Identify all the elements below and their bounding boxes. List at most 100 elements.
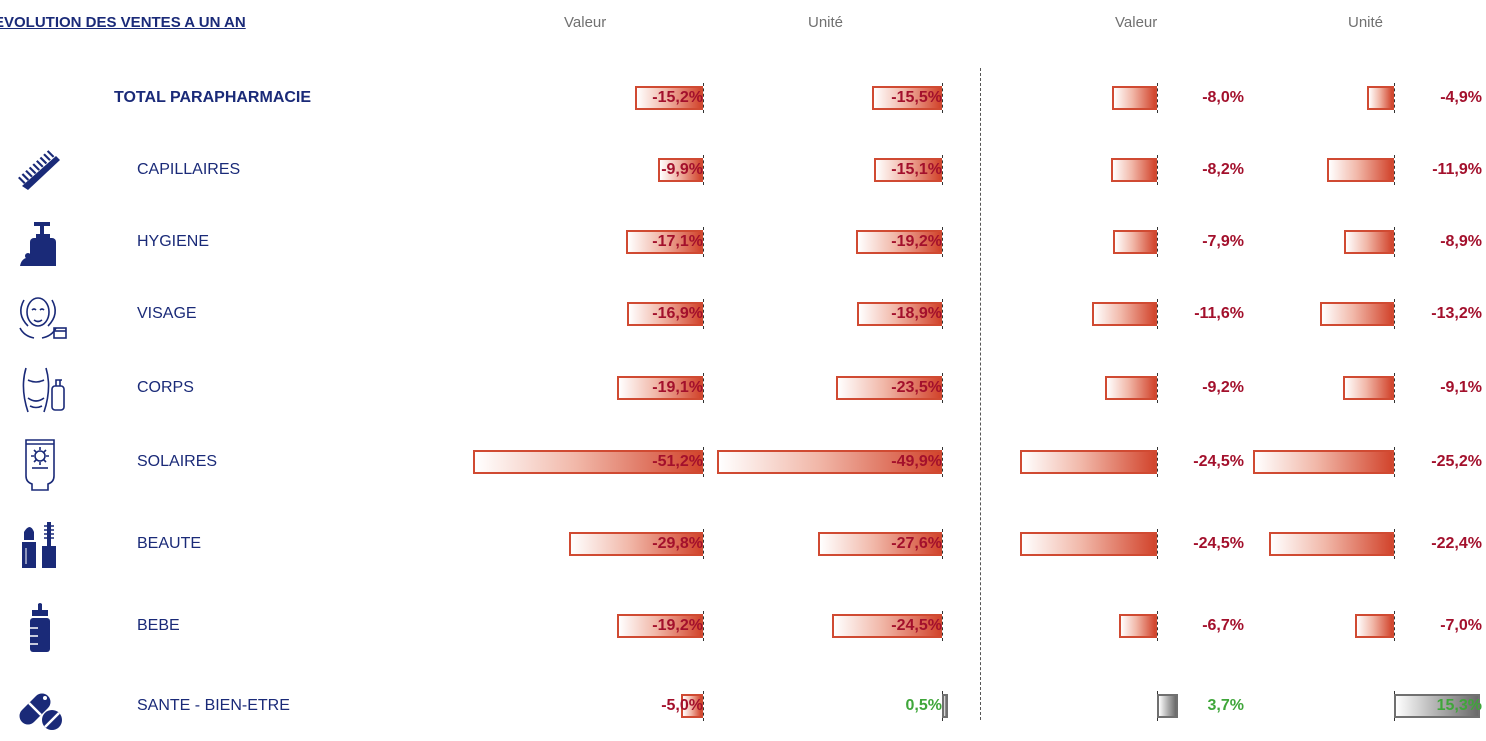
bar xyxy=(1344,230,1394,254)
bar xyxy=(1019,532,1157,556)
data-label: -29,8% xyxy=(652,535,703,552)
zero-line xyxy=(703,227,704,257)
zero-line xyxy=(1157,155,1158,185)
comb-icon xyxy=(12,144,68,200)
zero-line xyxy=(1394,227,1395,257)
data-label: -25,2% xyxy=(1431,453,1482,470)
data-label: -22,4% xyxy=(1431,535,1482,552)
bar xyxy=(1112,230,1157,254)
zero-line xyxy=(942,611,943,641)
face-cream-icon xyxy=(12,288,68,344)
body-lotion-icon xyxy=(12,362,68,418)
data-label: -11,6% xyxy=(1194,305,1244,322)
data-label: -6,7% xyxy=(1202,617,1244,634)
data-label: -18,9% xyxy=(891,305,942,322)
zero-line xyxy=(703,373,704,403)
bar xyxy=(874,158,942,182)
zero-line xyxy=(1394,447,1395,477)
data-label: -15,2% xyxy=(652,89,703,106)
category-label: SANTE - BIEN-ETRE xyxy=(137,697,290,714)
group-separator xyxy=(980,68,981,720)
data-label: -8,0% xyxy=(1202,89,1244,106)
zero-line xyxy=(942,299,943,329)
bar xyxy=(1105,376,1157,400)
zero-line xyxy=(1157,447,1158,477)
data-label: -11,9% xyxy=(1432,161,1482,178)
bar xyxy=(472,450,703,474)
data-label: -5,0% xyxy=(661,697,703,714)
bar xyxy=(658,158,703,182)
bar xyxy=(617,376,703,400)
column-header-unite-2: Unité xyxy=(1348,14,1384,31)
data-label: -13,2% xyxy=(1431,305,1482,322)
bar xyxy=(1268,532,1394,556)
category-label: SOLAIRES xyxy=(137,453,218,470)
baby-bottle-icon xyxy=(12,600,68,656)
data-label: -8,2% xyxy=(1202,161,1244,178)
zero-line xyxy=(942,529,943,559)
soap-dispenser-icon xyxy=(12,216,68,272)
bar xyxy=(1327,158,1394,182)
data-label: -17,1% xyxy=(652,233,703,250)
bar xyxy=(634,86,703,110)
bar xyxy=(1092,302,1157,326)
data-label: -4,9% xyxy=(1440,89,1482,106)
bar xyxy=(717,450,942,474)
data-label: -9,1% xyxy=(1440,379,1482,396)
category-label: CORPS xyxy=(137,379,194,396)
bar xyxy=(1252,450,1394,474)
category-label: VISAGE xyxy=(137,305,197,322)
category-label: HYGIENE xyxy=(137,233,210,250)
data-label: -51,2% xyxy=(652,453,703,470)
zero-line xyxy=(703,299,704,329)
data-label: -23,5% xyxy=(891,379,942,396)
column-header-valeur-1: Valeur xyxy=(564,14,607,31)
data-label: -9,2% xyxy=(1202,379,1244,396)
data-label: -49,9% xyxy=(891,453,942,470)
data-label: 3,7% xyxy=(1207,697,1244,714)
bar xyxy=(1366,86,1394,110)
zero-line xyxy=(703,155,704,185)
zero-line xyxy=(1157,529,1158,559)
zero-line xyxy=(942,447,943,477)
zero-line xyxy=(1157,611,1158,641)
data-label: -24,5% xyxy=(1193,453,1244,470)
category-label: BEAUTE xyxy=(137,535,202,552)
data-label: -16,9% xyxy=(652,305,703,322)
zero-line xyxy=(1157,299,1158,329)
zero-line xyxy=(1394,529,1395,559)
bar xyxy=(831,614,942,638)
bar xyxy=(680,694,703,718)
category-label: TOTAL PARAPHARMACIE xyxy=(114,89,312,106)
data-label: -15,1% xyxy=(891,161,942,178)
zero-line xyxy=(703,691,704,721)
zero-line xyxy=(942,227,943,257)
bar xyxy=(942,694,948,718)
column-header-valeur-2: Valeur xyxy=(1115,14,1158,31)
bar xyxy=(1112,86,1157,110)
bar xyxy=(616,614,703,638)
zero-line xyxy=(1157,83,1158,113)
bar xyxy=(626,230,703,254)
sunscreen-icon xyxy=(12,436,68,492)
zero-line xyxy=(703,529,704,559)
zero-line xyxy=(1394,155,1395,185)
bar xyxy=(872,86,942,110)
zero-line xyxy=(942,155,943,185)
zero-line xyxy=(942,83,943,113)
bar xyxy=(1354,614,1394,638)
bar xyxy=(1157,694,1178,718)
bar xyxy=(1343,376,1394,400)
bar xyxy=(836,376,942,400)
data-label: -27,6% xyxy=(891,535,942,552)
zero-line xyxy=(703,83,704,113)
zero-line xyxy=(1157,227,1158,257)
data-label: -9,9% xyxy=(661,161,703,178)
lipstick-mascara-icon xyxy=(12,518,68,574)
data-label: -15,5% xyxy=(891,89,942,106)
bar xyxy=(1019,450,1157,474)
data-label: -24,5% xyxy=(891,617,942,634)
zero-line xyxy=(1394,83,1395,113)
bar xyxy=(817,532,942,556)
category-label: CAPILLAIRES xyxy=(137,161,241,178)
